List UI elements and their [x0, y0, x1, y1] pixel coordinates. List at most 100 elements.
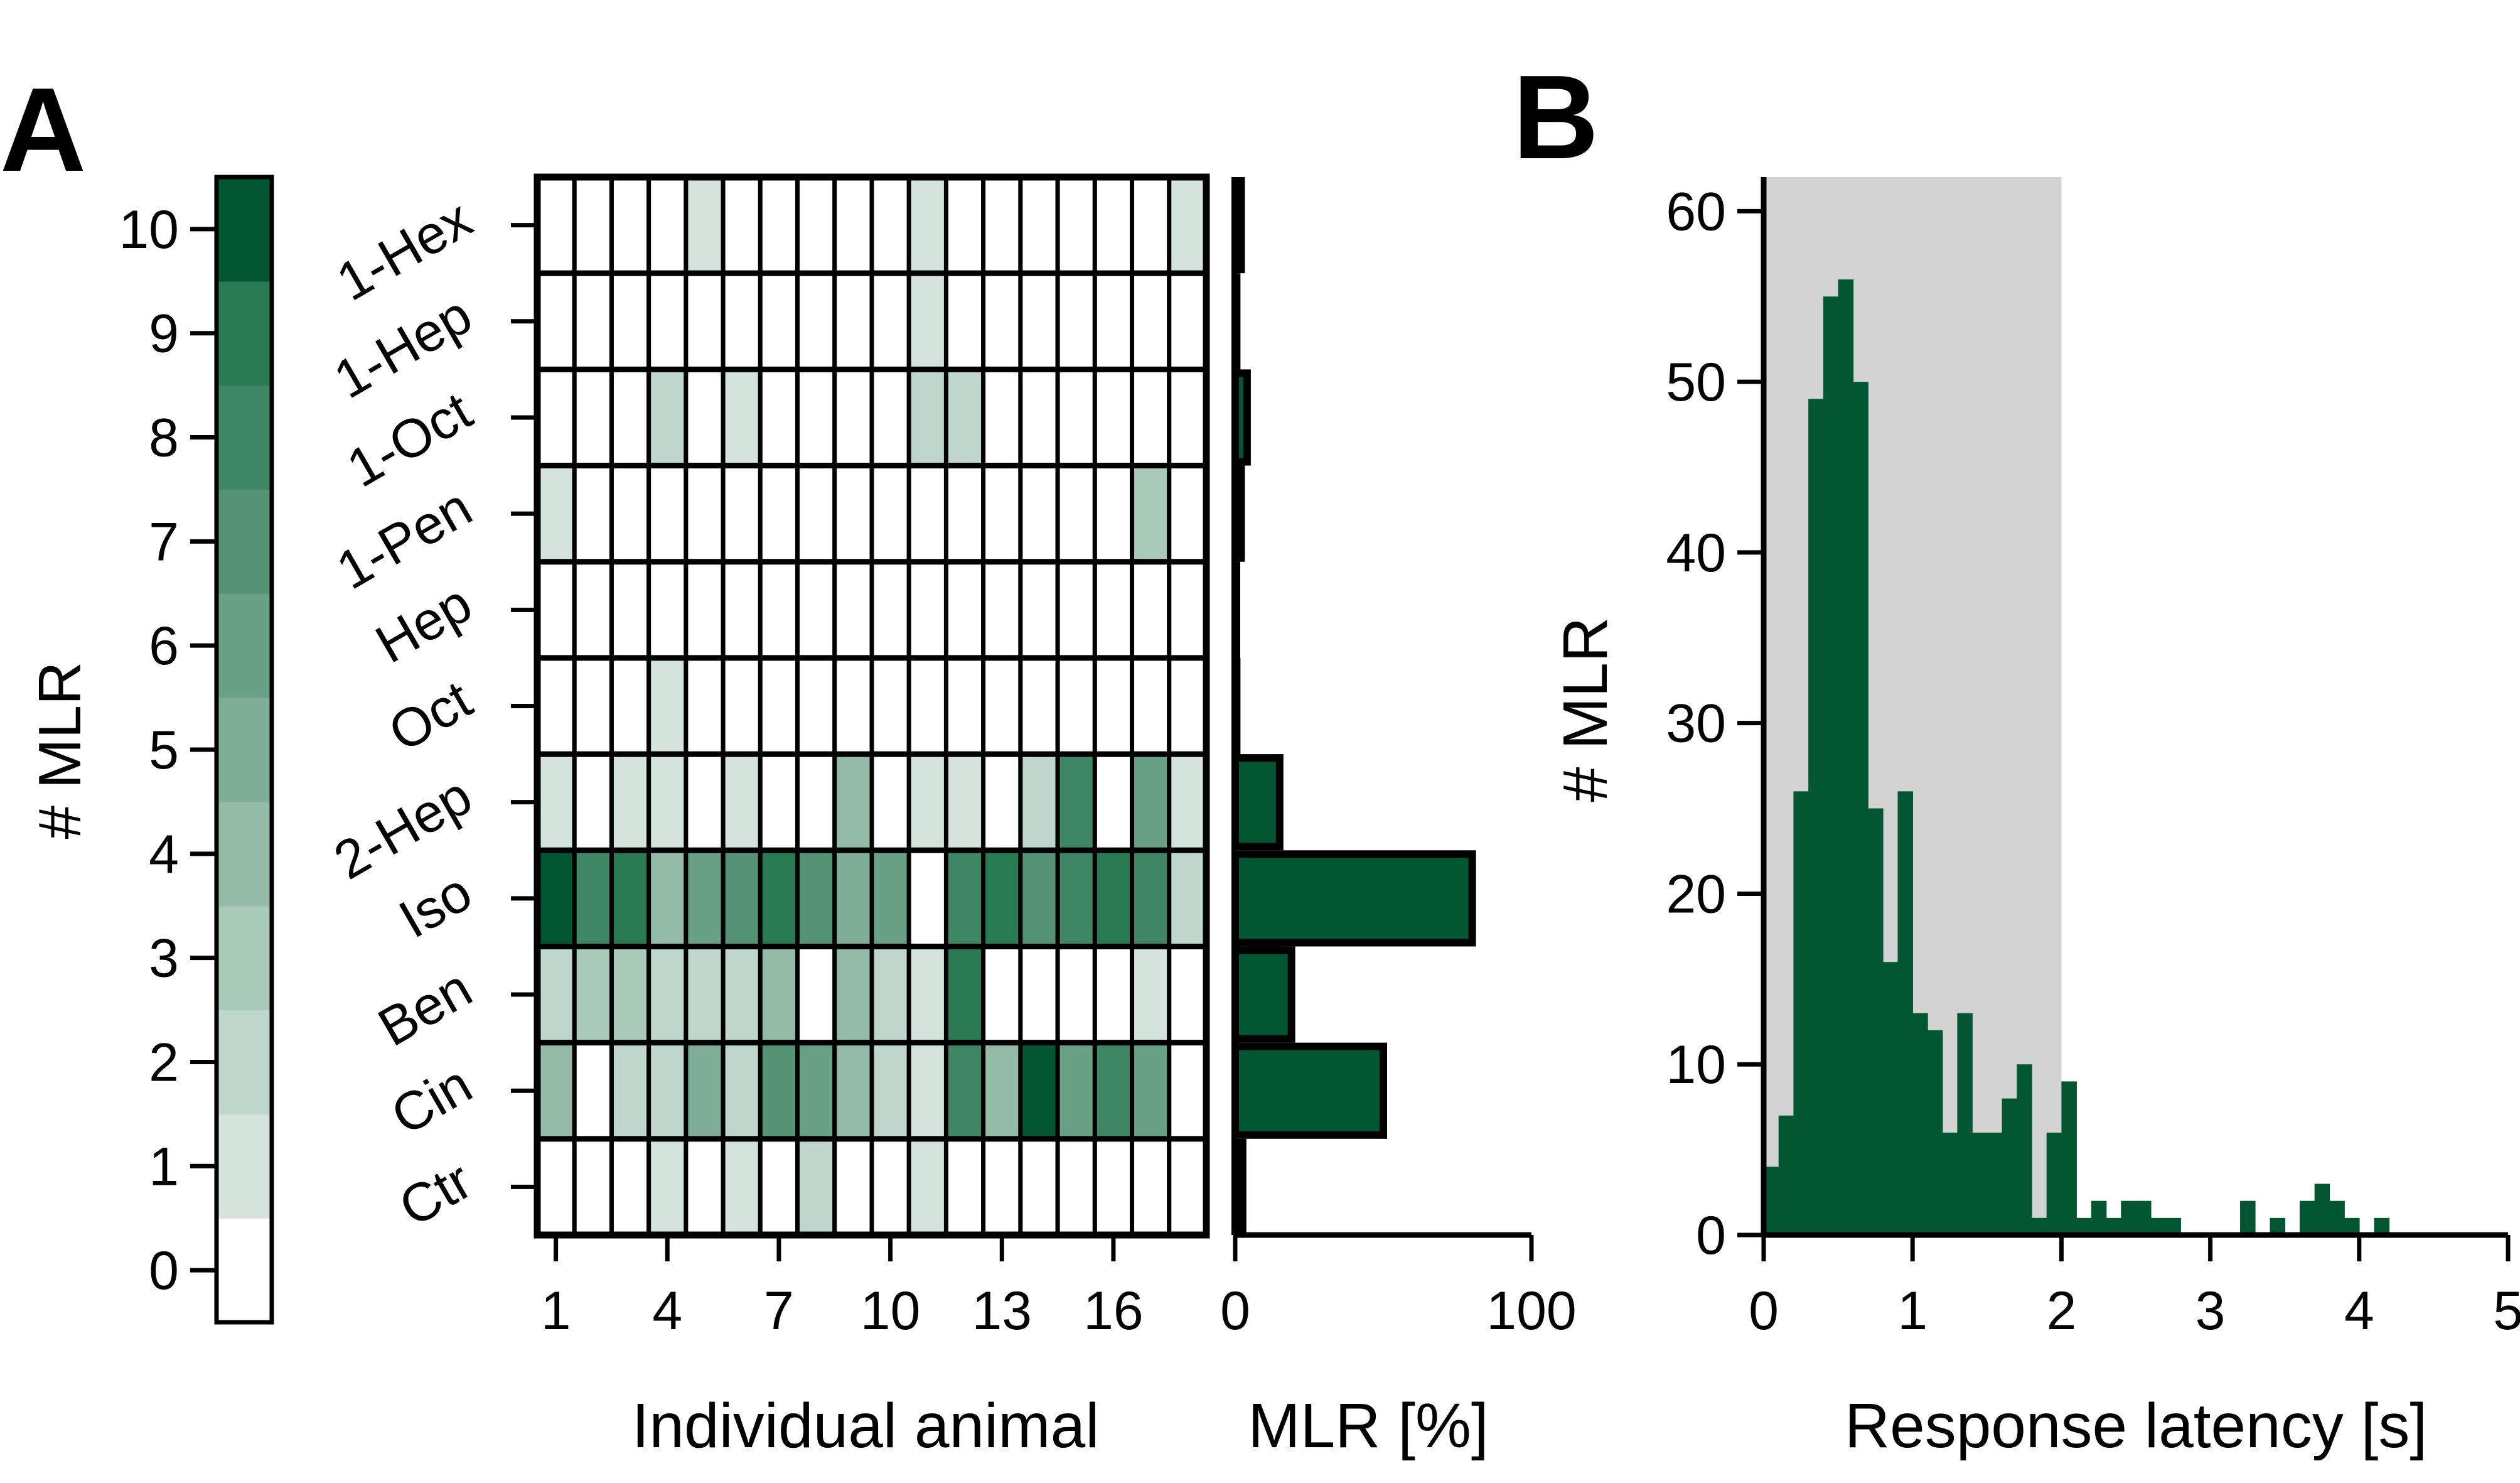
histogram-bar	[2061, 1081, 2077, 1235]
histogram-y-tick-label: 50	[1666, 352, 1726, 413]
heatmap-cell	[646, 175, 689, 276]
heatmap-row-label: Iso	[389, 861, 481, 950]
heatmap-cell	[684, 271, 726, 372]
heatmap-cell	[832, 944, 874, 1045]
heatmap-cell	[684, 1040, 726, 1141]
heatmap-cell	[535, 1040, 577, 1141]
heatmap-cell	[684, 752, 726, 853]
histogram-bar	[1957, 1013, 1973, 1235]
heatmap-cell	[943, 655, 986, 757]
histogram-x-tick-label: 5	[2493, 1281, 2520, 1341]
heatmap-cell	[869, 559, 911, 661]
heatmap-cell	[1018, 559, 1060, 661]
heatmap-cell	[1167, 752, 1209, 853]
colorbar-swatch	[217, 177, 272, 282]
heatmap-cell	[1055, 1040, 1097, 1141]
histogram-y-tick-label: 40	[1666, 523, 1726, 583]
colorbar-tick-label: 2	[149, 1032, 179, 1092]
heatmap-row-label: 1-Hex	[327, 188, 482, 313]
heatmap-cell	[646, 271, 689, 372]
heatmap-cell	[572, 175, 614, 276]
heatmap-row-label: Oct	[379, 669, 482, 763]
histogram-bar	[1987, 1132, 2003, 1235]
heatmap-x-tick-label: 4	[652, 1281, 682, 1341]
histogram-bar	[2091, 1200, 2107, 1235]
heatmap-cell	[943, 271, 986, 372]
heatmap-cell	[832, 463, 874, 564]
heatmap-cell	[1130, 1040, 1172, 1141]
heatmap-cell	[758, 367, 800, 468]
heatmap-cell	[1092, 559, 1135, 661]
histogram-bar	[2314, 1184, 2330, 1235]
heatmap-cell	[795, 655, 837, 757]
heatmap-cell	[981, 848, 1023, 949]
heatmap-cell	[795, 559, 837, 661]
heatmap-cell	[684, 848, 726, 949]
heatmap-cell	[535, 559, 577, 661]
colorbar-tick-label: 9	[149, 304, 179, 364]
heatmap-cell	[684, 655, 726, 757]
heatmap-cell	[535, 1136, 577, 1238]
heatmap-cell	[981, 655, 1023, 757]
heatmap-cell	[609, 1040, 651, 1141]
heatmap-cell	[943, 175, 986, 276]
heatmap-cell	[1092, 752, 1135, 853]
heatmap-cell	[646, 1040, 689, 1141]
heatmap-cell	[1055, 848, 1097, 949]
heatmap-cell	[609, 271, 651, 372]
histogram-bar	[2106, 1217, 2122, 1235]
heatmap-cell	[758, 175, 800, 276]
heatmap-cell	[981, 752, 1023, 853]
heatmap-cell	[684, 944, 726, 1045]
heatmap-cell	[1018, 463, 1060, 564]
heatmap-cell	[1167, 463, 1209, 564]
heatmap-cell	[758, 848, 800, 949]
colorbar-swatch	[217, 801, 272, 907]
heatmap-cell	[758, 655, 800, 757]
heatmap-row-label: Ctr	[389, 1150, 481, 1238]
histogram-bar	[1838, 279, 1854, 1236]
mlr-x-tick-label: 100	[1486, 1281, 1577, 1341]
heatmap-cell	[646, 944, 689, 1045]
heatmap-cell	[684, 1136, 726, 1238]
heatmap-cell	[981, 175, 1023, 276]
heatmap-cell	[795, 848, 837, 949]
heatmap-cell	[943, 1136, 986, 1238]
heatmap-row-label: Ben	[368, 957, 482, 1058]
heatmap-cell	[1055, 175, 1097, 276]
heatmap-cell	[572, 559, 614, 661]
colorbar-tick-label: 7	[149, 512, 179, 572]
heatmap-cell	[646, 1136, 689, 1238]
histogram-bar	[2121, 1200, 2137, 1235]
heatmap-cell	[832, 848, 874, 949]
colorbar-swatch	[217, 593, 272, 698]
heatmap-x-axis-label: Individual animal	[632, 1391, 1100, 1461]
heatmap-cell	[609, 175, 651, 276]
heatmap-cell	[646, 367, 689, 468]
colorbar-tick-label: 8	[149, 408, 179, 468]
heatmap-cell	[1167, 271, 1209, 372]
histogram-bar	[1942, 1132, 1958, 1235]
heatmap-row-label: 1-Pen	[327, 477, 482, 601]
heatmap-cell	[943, 463, 986, 564]
heatmap-cell	[721, 1040, 763, 1141]
mlr-x-tick-label: 0	[1220, 1281, 1250, 1341]
heatmap-cell	[1167, 1040, 1209, 1141]
histogram-x-tick-label: 1	[1897, 1281, 1928, 1341]
heatmap-cell	[1130, 752, 1172, 853]
heatmap-cell	[1018, 944, 1060, 1045]
colorbar-tick-label: 10	[119, 200, 179, 260]
heatmap-cell	[684, 559, 726, 661]
heatmap-cell	[1167, 655, 1209, 757]
heatmap-cell	[535, 848, 577, 949]
heatmap-cell	[721, 655, 763, 757]
heatmap-cell	[1092, 1040, 1135, 1141]
heatmap-cell	[1092, 463, 1135, 564]
heatmap-cell	[1018, 271, 1060, 372]
heatmap-cell	[1092, 944, 1135, 1045]
heatmap-cell	[795, 271, 837, 372]
heatmap-cell	[535, 367, 577, 468]
mlr-bar	[1231, 754, 1284, 851]
histogram-bar	[2046, 1132, 2062, 1235]
